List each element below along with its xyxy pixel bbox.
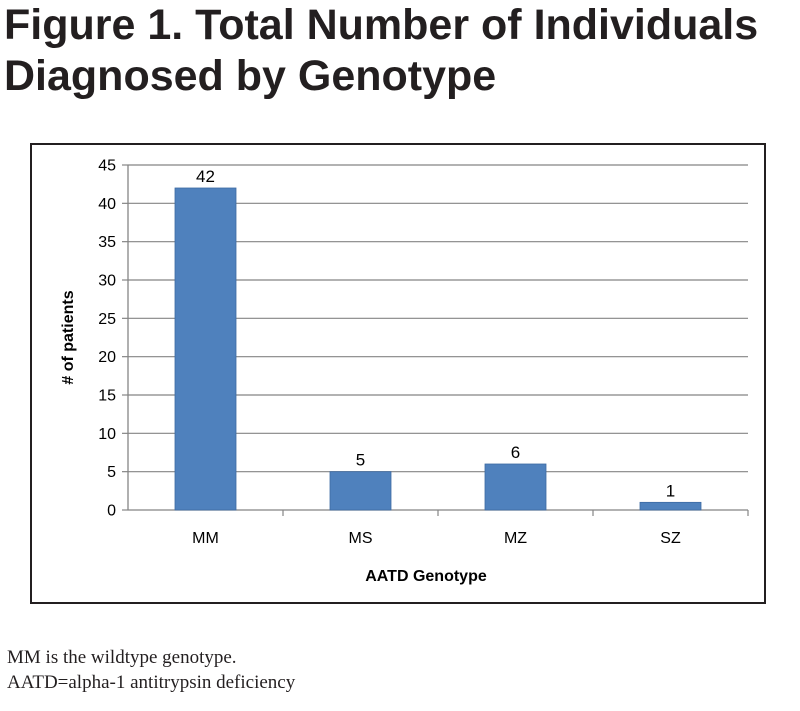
footnote-aatd: AATD=alpha-1 antitrypsin deficiency [7, 672, 296, 693]
bar-mz [484, 463, 547, 511]
x-tick-label-sz: SZ [660, 530, 681, 547]
y-tick-label: 5 [107, 464, 116, 481]
data-label-mz: 6 [511, 443, 520, 462]
figure-title-line2: Diagnosed by Genotype [4, 52, 497, 100]
y-tick-label: 15 [98, 388, 116, 405]
bar-sz [639, 501, 702, 511]
figure-title-line1: Figure 1. Total Number of Individuals [4, 1, 759, 49]
chart-frame [30, 143, 766, 604]
x-axis-title: AATD Genotype [365, 568, 487, 585]
x-tick-label-mm: MM [192, 530, 219, 547]
y-tick-label: 45 [98, 158, 116, 175]
y-tick-label: 40 [98, 196, 116, 213]
bar-ms [329, 471, 392, 511]
bar-mm [174, 187, 237, 511]
y-axis-title: # of patients [60, 290, 77, 384]
x-tick-label-ms: MS [349, 530, 373, 547]
y-tick-label: 25 [98, 311, 116, 328]
footnote-wildtype: MM is the wildtype genotype. [7, 647, 237, 668]
y-tick-label: 0 [107, 503, 116, 520]
y-tick-label: 35 [98, 234, 116, 251]
data-label-ms: 5 [356, 451, 365, 470]
figure-title: Figure 1. Total Number of Individuals Di… [4, 0, 794, 102]
data-label-sz: 1 [666, 481, 675, 500]
data-label-mm: 42 [196, 167, 215, 186]
y-tick-label: 20 [98, 349, 116, 366]
x-tick-label-mz: MZ [504, 530, 527, 547]
y-tick-label: 10 [98, 426, 116, 443]
y-tick-label: 30 [98, 273, 116, 290]
